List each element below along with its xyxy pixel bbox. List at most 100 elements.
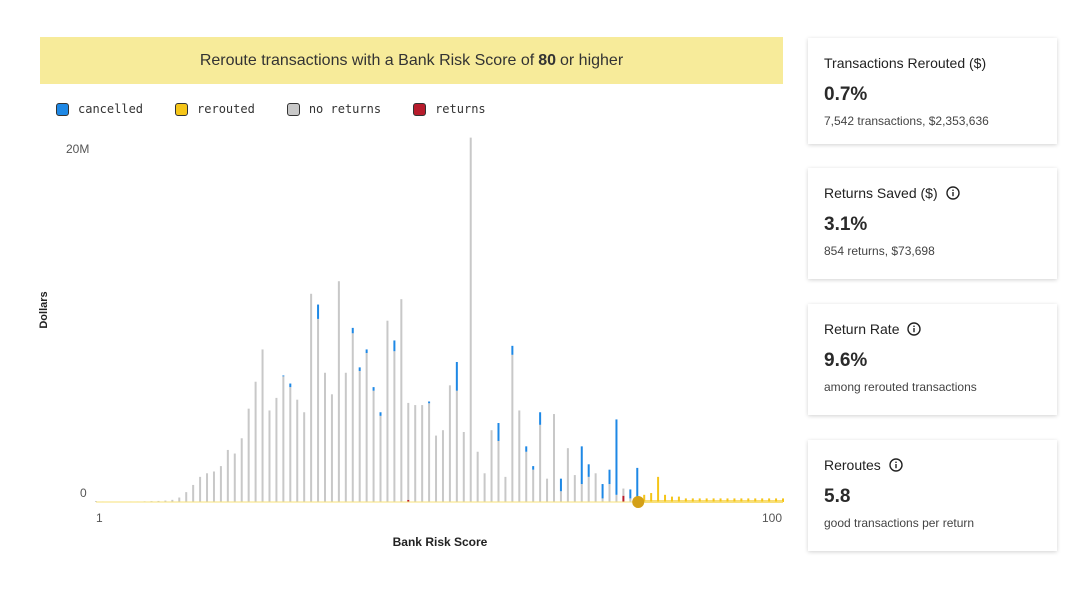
bar-no-returns-49 — [428, 403, 431, 502]
legend-item-returns[interactable]: returns — [413, 102, 486, 116]
bar-no-returns-58 — [490, 430, 493, 502]
bar-rerouted-81 — [650, 493, 653, 502]
banner-threshold[interactable]: 80 — [538, 51, 556, 69]
bar-cancelled-79 — [636, 467, 639, 499]
legend-label-rerouted: rerouted — [197, 102, 255, 116]
bar-no-returns-34 — [324, 372, 326, 502]
bar-no-returns-36 — [337, 281, 340, 502]
bar-no-returns-63 — [525, 451, 528, 502]
bar-no-returns-45 — [400, 299, 403, 502]
bar-no-returns-33 — [317, 318, 320, 502]
bar-no-returns-17 — [206, 473, 209, 502]
x-tick-label-start: 1 — [96, 511, 103, 525]
bar-no-returns-38 — [351, 333, 354, 502]
bar-cancelled-59 — [497, 423, 500, 441]
bar-no-returns-62 — [518, 410, 521, 502]
bar-no-returns-50 — [435, 435, 438, 502]
bar-no-returns-35 — [330, 394, 333, 502]
threshold-slider-handle[interactable] — [632, 496, 645, 508]
legend-label-no-returns: no returns — [308, 102, 382, 116]
card-value: 0.7% — [824, 84, 868, 105]
bar-no-returns-69 — [566, 448, 569, 502]
card-title-transactions-rerouted: Transactions Rerouted ($) — [824, 54, 1041, 72]
bar-no-returns-60 — [504, 476, 507, 502]
bar-no-returns-29 — [289, 387, 292, 502]
card-returns-saved: Returns Saved ($) 3.1% 854 returns, $73,… — [808, 168, 1057, 279]
card-title-return-rate: Return Rate — [824, 320, 1041, 338]
info-icon[interactable] — [907, 322, 922, 336]
bar-no-returns-25 — [261, 349, 264, 502]
legend-label-returns: returns — [435, 102, 486, 116]
legend-item-rerouted[interactable]: rerouted — [175, 102, 255, 116]
chart-legend: cancelled rerouted no returns returns — [56, 102, 486, 116]
bar-no-returns-22 — [240, 438, 243, 502]
bar-cancelled-39 — [358, 367, 361, 371]
bar-no-returns-40 — [365, 353, 368, 502]
bar-no-returns-61 — [511, 354, 514, 502]
bar-no-returns-27 — [275, 397, 278, 502]
banner-prefix: Reroute transactions with a Bank Risk Sc… — [199, 51, 535, 69]
bar-no-returns-20 — [226, 449, 229, 502]
legend-swatch-returns — [413, 102, 427, 116]
bar-no-returns-42 — [379, 415, 382, 502]
card-title-text: Return Rate — [824, 321, 900, 337]
bar-no-returns-13 — [178, 497, 181, 502]
bar-no-returns-11 — [164, 500, 167, 502]
y-tick-label-top: 20M — [66, 142, 89, 156]
card-title-text: Returns Saved ($) — [824, 185, 938, 201]
bar-no-returns-54 — [462, 431, 465, 502]
card-title-reroutes: Reroutes — [824, 456, 1041, 474]
card-reroutes: Reroutes 5.8 good transactions per retur… — [808, 440, 1057, 551]
bar-no-returns-65 — [539, 424, 542, 502]
bar-no-returns-19 — [219, 466, 222, 502]
bar-no-returns-12 — [171, 499, 174, 502]
bar-no-returns-71 — [580, 484, 583, 502]
bar-rerouted-82 — [657, 476, 660, 502]
bar-no-returns-15 — [192, 484, 195, 502]
risk-score-chart: 20M 0 1 100 Bank Risk Score Dollars — [38, 137, 784, 549]
bar-no-returns-64 — [532, 469, 535, 502]
bar-cancelled-75 — [608, 469, 611, 485]
bar-no-returns-72 — [587, 476, 590, 502]
card-value: 3.1% — [824, 214, 868, 235]
bar-no-returns-44 — [393, 351, 396, 502]
banner-suffix: or higher — [560, 51, 624, 69]
bar-cancelled-71 — [580, 446, 583, 485]
bar-no-returns-26 — [268, 410, 271, 502]
bar-no-returns-14 — [185, 492, 188, 502]
bar-returns-77 — [622, 495, 625, 502]
legend-swatch-no-returns — [286, 102, 300, 116]
bar-no-returns-75 — [608, 484, 611, 502]
bar-no-returns-24 — [254, 381, 257, 502]
bar-cancelled-68 — [559, 478, 562, 492]
bar-no-returns-76 — [615, 494, 618, 502]
card-transactions-rerouted: Transactions Rerouted ($) 0.7% 7,542 tra… — [808, 38, 1057, 144]
bar-no-returns-68 — [559, 491, 562, 502]
bar-no-returns-56 — [476, 451, 479, 502]
card-value: 9.6% — [824, 350, 868, 371]
card-subtext: 7,542 transactions, $2,353,636 — [824, 114, 989, 128]
bar-no-returns-67 — [553, 414, 555, 502]
y-axis-label: Dollars — [38, 291, 50, 328]
legend-item-cancelled[interactable]: cancelled — [56, 102, 143, 116]
x-axis-label: Bank Risk Score — [393, 535, 488, 549]
card-title-text: Reroutes — [824, 457, 881, 473]
bar-cancelled-33 — [317, 304, 320, 319]
bar-no-returns-78 — [629, 498, 632, 502]
bar-no-returns-52 — [448, 385, 451, 502]
legend-swatch-cancelled — [56, 102, 69, 116]
bar-cancelled-42 — [379, 412, 382, 416]
bar-cancelled-65 — [539, 412, 542, 425]
info-icon[interactable] — [889, 458, 903, 472]
bar-cancelled-76 — [615, 419, 618, 495]
bar-returns-46 — [407, 499, 410, 502]
card-title-text: Transactions Rerouted ($) — [824, 55, 987, 71]
bar-no-returns-46 — [407, 402, 410, 500]
bar-no-returns-39 — [358, 370, 361, 502]
legend-item-no-returns[interactable]: no returns — [286, 102, 382, 116]
info-icon[interactable] — [945, 186, 960, 200]
bar-rerouted-83 — [664, 494, 667, 502]
bar-no-returns-51 — [441, 430, 444, 502]
bar-no-returns-47 — [414, 405, 417, 502]
bar-no-returns-41 — [372, 390, 375, 502]
